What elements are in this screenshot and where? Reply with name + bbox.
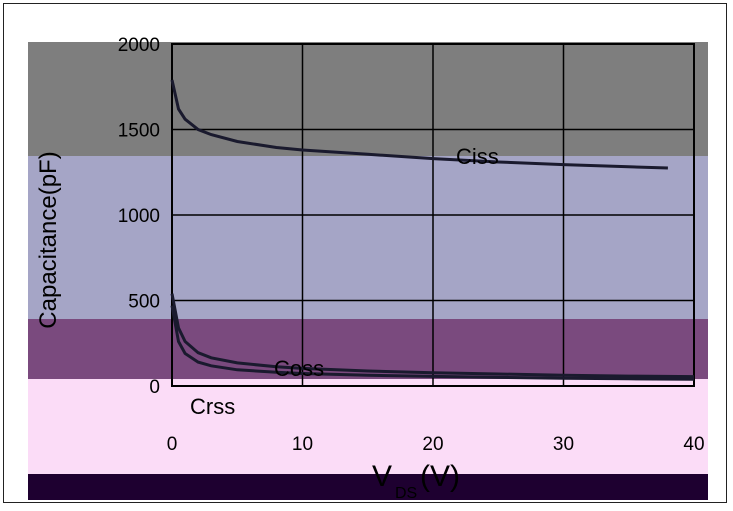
y-tick-label: 0 xyxy=(149,377,160,398)
tick-labels: 0 10 20 30 40 0 500 1000 1500 2000 xyxy=(118,35,705,455)
y-tick-label: 1500 xyxy=(118,121,160,142)
x-tick-label: 10 xyxy=(292,434,313,455)
series-labels: Ciss Coss Crss xyxy=(190,144,499,419)
band-lavender xyxy=(28,156,708,321)
y-tick-label: 500 xyxy=(128,292,160,313)
chart-frame: 0 10 20 30 40 0 500 1000 1500 2000 Capacitance(pF… xyxy=(3,3,727,503)
x-axis-label: V DS (V) xyxy=(372,460,460,502)
x-tick-label: 20 xyxy=(422,434,443,455)
series-group xyxy=(170,79,695,381)
grid xyxy=(171,43,695,387)
x-tick-label: 40 xyxy=(683,434,704,455)
series-line-coss xyxy=(170,293,695,379)
series-line-ciss xyxy=(170,79,668,170)
x-tick-label: 30 xyxy=(553,434,574,455)
y-tick-label: 1000 xyxy=(118,206,160,227)
crss-label: Crss xyxy=(190,394,235,419)
band-gray xyxy=(28,42,708,160)
x-axis-label-unit: (V) xyxy=(420,460,460,493)
x-axis-label-sub: DS xyxy=(395,485,417,502)
series-line-crss xyxy=(170,305,695,381)
band-dark xyxy=(28,474,708,500)
x-tick-label: 0 xyxy=(167,434,178,455)
capacitance-chart: 0 10 20 30 40 0 500 1000 1500 2000 Capacitance(pF… xyxy=(28,35,708,502)
y-tick-label: 2000 xyxy=(118,35,160,56)
x-axis-label-main: V xyxy=(372,460,392,493)
y-axis-label: Capacitance(pF) xyxy=(35,151,62,328)
ciss-label: Ciss xyxy=(456,144,499,169)
band-pink xyxy=(28,379,708,474)
coss-label: Coss xyxy=(274,356,324,381)
